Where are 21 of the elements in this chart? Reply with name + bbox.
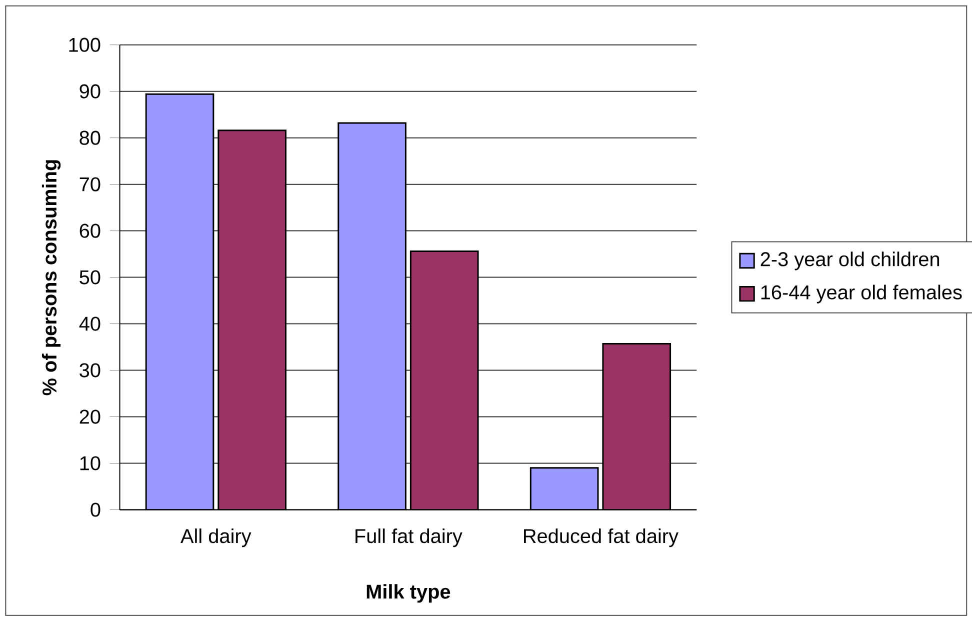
y-tick-label: 20 — [80, 410, 100, 424]
x-tick-label: Reduced fat dairy — [524, 528, 678, 548]
y-tick-label: 10 — [80, 456, 100, 470]
bar — [602, 343, 672, 510]
legend-label: 16-44 year old females — [761, 284, 962, 304]
y-tick-label: 50 — [80, 270, 100, 284]
x-tick-label: All dairy — [180, 528, 252, 548]
y-tick-label: 0 — [90, 502, 100, 517]
bar — [410, 250, 479, 510]
x-axis-title: Milk type — [366, 584, 450, 603]
y-axis-title: % of persons consuming — [42, 160, 61, 396]
y-tick-label: 70 — [80, 177, 100, 192]
x-tick-label: Full fat dairy — [356, 528, 462, 548]
y-tick-label: 30 — [80, 363, 100, 378]
bar — [218, 130, 286, 510]
y-tick-label: 60 — [80, 224, 100, 238]
y-tick-label: 80 — [80, 130, 100, 145]
legend-label: 2-3 year old children — [760, 252, 940, 270]
y-tick-label: 90 — [80, 84, 100, 98]
y-tick-label: 40 — [79, 316, 100, 331]
y-tick-label: 100 — [69, 38, 100, 52]
